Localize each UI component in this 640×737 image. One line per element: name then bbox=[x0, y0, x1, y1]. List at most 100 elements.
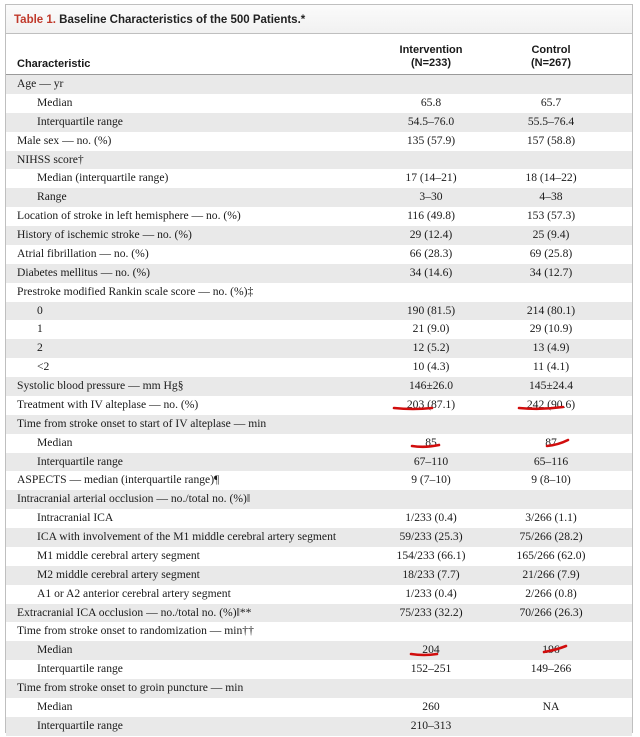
row-label: Median bbox=[37, 643, 73, 657]
control-value: 2/266 (0.8) bbox=[525, 586, 577, 600]
row-label: 1 bbox=[37, 322, 43, 336]
intervention-value: 54.5–76.0 bbox=[407, 114, 455, 128]
table-row: M2 middle cerebral artery segment 18/233 … bbox=[6, 565, 632, 585]
row-label: Systolic blood pressure — mm Hg§ bbox=[17, 379, 184, 392]
table-row: History of ischemic stroke — no. (%) 29 (… bbox=[6, 226, 632, 245]
table-row: Age — yr bbox=[6, 75, 632, 94]
row-label: Median bbox=[37, 435, 73, 449]
control-value: 214 (80.1) bbox=[526, 303, 576, 317]
table-row: Median 260 NA bbox=[6, 698, 632, 717]
table-row: Systolic blood pressure — mm Hg§ 146±26.0… bbox=[6, 377, 632, 396]
control-value: 153 (57.3) bbox=[526, 209, 576, 223]
control-value: 69 (25.8) bbox=[529, 246, 573, 260]
row-label: Interquartile range bbox=[37, 114, 123, 128]
control-value: 25 (9.4) bbox=[532, 228, 570, 241]
header-intervention-n: (N=233) bbox=[410, 57, 452, 69]
header-characteristic: Characteristic bbox=[17, 58, 91, 70]
table-row: A1 or A2 anterior cerebral artery segmen… bbox=[6, 585, 632, 604]
intervention-value: 12 (5.2) bbox=[412, 341, 450, 355]
intervention-value: 203 (87.1) bbox=[406, 397, 456, 411]
table-row: Interquartile range 67–110 65–116 bbox=[6, 452, 632, 472]
intervention-value: 146±26.0 bbox=[408, 379, 454, 392]
control-value: 196 bbox=[542, 643, 560, 657]
table-body: Age — yr Median 65.8 65.7 Interquartile rang… bbox=[6, 75, 632, 736]
row-label: Interquartile range bbox=[37, 662, 123, 676]
row-label: Extracranial ICA occlusion — no./total n… bbox=[17, 605, 252, 619]
table-title: Table 1. Baseline Characteristics of the… bbox=[6, 5, 632, 34]
header-control-name: Control bbox=[531, 44, 571, 56]
table-row: Time from stroke onset to randomization … bbox=[6, 622, 632, 641]
row-label: Treatment with IV alteplase — no. (%) bbox=[17, 397, 199, 411]
intervention-value: 34 (14.6) bbox=[409, 265, 453, 279]
control-value: 242 (90.6) bbox=[526, 397, 576, 411]
intervention-value: 190 (81.5) bbox=[406, 303, 456, 317]
row-label: 2 bbox=[37, 341, 43, 355]
table-row: Time from stroke onset to start of IV al… bbox=[6, 414, 632, 434]
table-row: Intracranial arterial occlusion — no./to… bbox=[6, 490, 632, 510]
table-row: ASPECTS — median (interquartile range)¶ 9… bbox=[6, 471, 632, 490]
row-label: Location of stroke in left hemisphere — … bbox=[17, 209, 241, 223]
control-value: 34 (12.7) bbox=[529, 265, 573, 279]
header-intervention-name: Intervention bbox=[399, 44, 463, 56]
table-row: Prestroke modified Rankin scale score — … bbox=[6, 283, 632, 302]
control-value: 145±24.4 bbox=[528, 379, 574, 392]
row-label: Time from stroke onset to randomization … bbox=[17, 624, 254, 638]
table-row: 2 12 (5.2) 13 (4.9) bbox=[6, 339, 632, 359]
control-value: 55.5–76.4 bbox=[527, 114, 575, 128]
intervention-value: 21 (9.0) bbox=[412, 322, 450, 336]
control-value: 157 (58.8) bbox=[526, 133, 576, 147]
intervention-value: 18/233 (7.7) bbox=[402, 567, 460, 581]
control-value: 87 bbox=[545, 435, 557, 449]
intervention-value: 65.8 bbox=[420, 95, 442, 109]
intervention-value: 1/233 (0.4) bbox=[405, 586, 457, 600]
table-row: Diabetes mellitus — no. (%) 34 (14.6) 34 (… bbox=[6, 263, 632, 283]
control-value: 149–266 bbox=[530, 662, 572, 676]
intervention-value: 29 (12.4) bbox=[409, 228, 453, 241]
table-row: ICA with involvement of the M1 middle ce… bbox=[6, 528, 632, 547]
row-label: Diabetes mellitus — no. (%) bbox=[17, 265, 150, 279]
table-row: <2 10 (4.3) 11 (4.1) bbox=[6, 358, 632, 377]
control-value: 13 (4.9) bbox=[532, 341, 570, 355]
intervention-value: 75/233 (32.2) bbox=[399, 605, 463, 619]
intervention-value: 116 (49.8) bbox=[407, 209, 455, 223]
intervention-value: 67–110 bbox=[413, 454, 449, 468]
row-label: Prestroke modified Rankin scale score — … bbox=[17, 284, 254, 298]
control-value: 165/266 (62.0) bbox=[516, 548, 586, 562]
table-row: Interquartile range 210–313 bbox=[6, 716, 632, 736]
table-row: Extracranial ICA occlusion — no./total n… bbox=[6, 603, 632, 623]
row-label: <2 bbox=[37, 360, 50, 374]
intervention-value: 152–251 bbox=[410, 662, 452, 676]
table-frame: Table 1. Baseline Characteristics of the… bbox=[5, 4, 633, 736]
intervention-value: 210–313 bbox=[410, 718, 452, 732]
intervention-value: 59/233 (25.3) bbox=[399, 530, 463, 543]
table-row: Median (interquartile range) 17 (14–21) 18… bbox=[6, 169, 632, 188]
row-label: M1 middle cerebral artery segment bbox=[37, 548, 200, 562]
row-label: History of ischemic stroke — no. (%) bbox=[17, 228, 192, 241]
row-label: Time from stroke onset to start of IV al… bbox=[17, 416, 267, 430]
intervention-value: 9 (7–10) bbox=[411, 473, 451, 487]
row-label: M2 middle cerebral artery segment bbox=[37, 567, 200, 581]
intervention-value: 10 (4.3) bbox=[412, 360, 450, 374]
control-value: 4–38 bbox=[539, 190, 563, 204]
control-value: 65.7 bbox=[540, 95, 562, 109]
header-intervention: Intervention (N=233) bbox=[376, 44, 486, 70]
control-value: 65–116 bbox=[533, 454, 569, 468]
intervention-value: 3–30 bbox=[419, 190, 443, 204]
control-value: NA bbox=[542, 699, 560, 713]
row-label: Male sex — no. (%) bbox=[17, 133, 112, 147]
table-row: M1 middle cerebral artery segment 154/233… bbox=[6, 547, 632, 566]
table-row: 0 190 (81.5) 214 (80.1) bbox=[6, 301, 632, 321]
table-row: Time from stroke onset to groin puncture… bbox=[6, 679, 632, 698]
table-row: Median 204 196 bbox=[6, 641, 632, 661]
control-value: 21/266 (7.9) bbox=[522, 567, 580, 581]
control-value: 29 (10.9) bbox=[529, 322, 573, 336]
control-value: 3/266 (1.1) bbox=[525, 511, 577, 525]
intervention-value: 154/233 (66.1) bbox=[396, 548, 466, 562]
row-label: Median bbox=[37, 699, 73, 713]
table-number: Table 1. bbox=[14, 14, 56, 26]
row-label: Interquartile range bbox=[37, 454, 123, 468]
row-label: ASPECTS — median (interquartile range)¶ bbox=[17, 473, 220, 487]
table-row: NIHSS score† bbox=[6, 150, 632, 170]
table-row: Interquartile range 54.5–76.0 55.5–76.4 bbox=[6, 112, 632, 132]
row-label: ICA with involvement of the M1 middle ce… bbox=[37, 530, 337, 543]
